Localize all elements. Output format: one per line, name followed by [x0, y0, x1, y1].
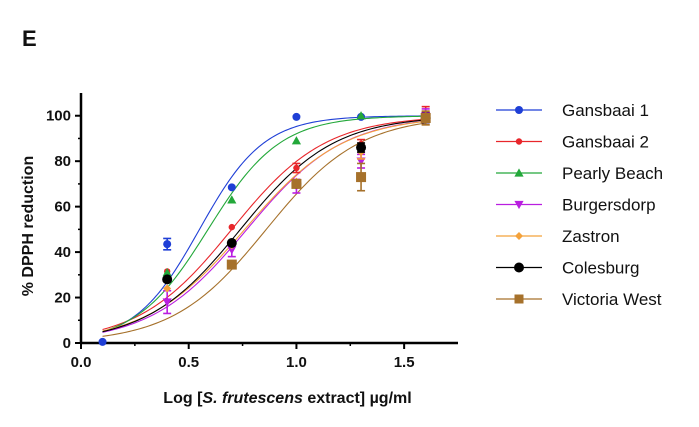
data-point-colesburg	[356, 142, 367, 153]
legend: Gansbaai 1 Gansbaai 2 Pearly Beach Burgersd…	[496, 101, 663, 309]
y-axis-title: % DPPH reduction	[20, 156, 37, 296]
data-point-colesburg	[226, 238, 237, 248]
legend-item-burgersdorp: Burgersdorp	[496, 196, 656, 215]
legend-item-colesburg: Colesburg	[496, 259, 640, 278]
y-tick-label: 40	[54, 244, 71, 261]
y-tick-label: 60	[54, 199, 71, 216]
legend-marker	[514, 168, 524, 177]
x-axis-title: Log [S. frutescens extract] µg/ml	[163, 390, 411, 407]
legend-marker	[515, 232, 523, 240]
x-tick-label: 0.0	[71, 354, 92, 371]
data-point-gansbaai-2	[228, 223, 235, 231]
data-point-victoria-west	[356, 172, 367, 183]
data-point-pearly-beach	[356, 111, 366, 120]
y-tick-label: 80	[54, 153, 71, 170]
x-tick-label: 0.5	[178, 354, 199, 371]
data-point-gansbaai-1	[292, 112, 301, 121]
panel-letter: E	[22, 26, 37, 51]
x-tick-label: 1.0	[286, 354, 307, 371]
legend-marker	[514, 200, 524, 210]
data-point-pearly-beach	[227, 195, 237, 204]
axes: 0 20 40 60 80 100 0.0 0.5 1.0 1.5 Log [S. frutesce…	[20, 93, 458, 407]
data-point-zastron	[163, 284, 172, 293]
data-point-gansbaai-1	[98, 337, 107, 346]
fit-curves	[102, 115, 426, 337]
legend-label: Victoria West	[562, 290, 662, 309]
y-tick-label: 100	[46, 108, 71, 125]
legend-marker	[514, 262, 524, 273]
legend-marker	[514, 294, 524, 304]
x-tick-label: 1.5	[394, 354, 415, 371]
y-tick-label: 20	[54, 290, 71, 307]
legend-label: Gansbaai 2	[562, 133, 649, 152]
legend-label: Colesburg	[562, 259, 640, 278]
fit-curve-gansbaai-2	[102, 118, 426, 331]
data-point-colesburg	[162, 274, 173, 285]
fit-curve-colesburg	[102, 119, 426, 333]
legend-item-zastron: Zastron	[496, 227, 620, 246]
legend-item-gansbaai-2: Gansbaai 2	[496, 133, 649, 152]
legend-marker	[515, 138, 523, 145]
legend-label: Gansbaai 1	[562, 101, 649, 120]
fit-curve-burgersdorp	[102, 120, 426, 333]
data-point-burgersdorp	[162, 298, 172, 307]
fit-curve-gansbaai-1	[102, 115, 426, 333]
fit-curve-pearly-beach	[102, 115, 426, 333]
data-point-victoria-west	[420, 113, 431, 123]
data-point-pearly-beach	[162, 267, 172, 277]
data-point-gansbaai-1	[227, 183, 236, 192]
legend-marker	[515, 106, 523, 114]
data-point-pearly-beach	[291, 136, 302, 145]
data-point-victoria-west	[226, 259, 237, 270]
legend-label: Pearly Beach	[562, 164, 663, 183]
data-point-victoria-west	[291, 178, 302, 189]
data-points	[98, 105, 431, 346]
legend-item-pearly-beach: Pearly Beach	[496, 164, 663, 183]
data-point-gansbaai-1	[163, 240, 172, 249]
data-point-gansbaai-2	[293, 164, 300, 172]
y-tick-label: 0	[63, 335, 71, 352]
legend-item-victoria-west: Victoria West	[496, 290, 662, 309]
fit-curve-zastron	[102, 120, 426, 332]
fit-curve-victoria-west	[102, 122, 426, 337]
legend-label: Zastron	[562, 227, 620, 246]
legend-label: Burgersdorp	[562, 196, 656, 215]
data-point-burgersdorp	[227, 246, 237, 255]
legend-item-gansbaai-1: Gansbaai 1	[496, 101, 649, 120]
